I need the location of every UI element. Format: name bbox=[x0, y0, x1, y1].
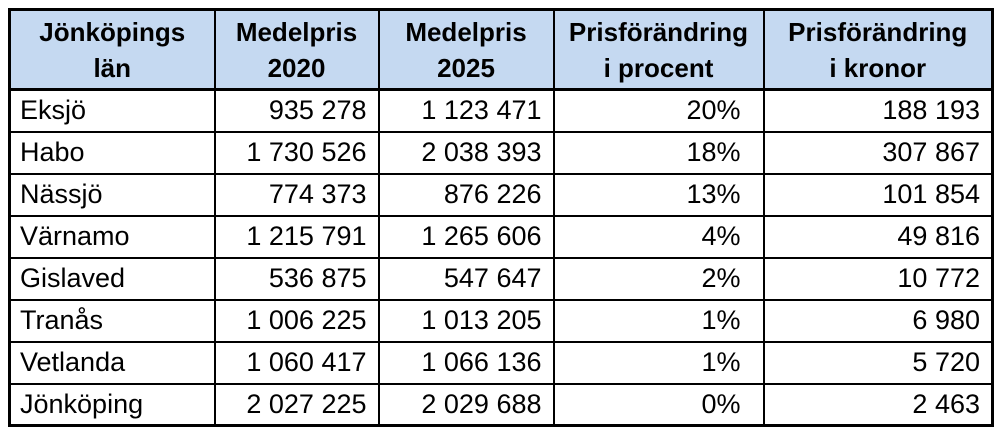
cell-price-2025: 876 226 bbox=[377, 172, 555, 217]
header-change-kronor: Prisförändring i kronor bbox=[762, 8, 994, 91]
cell-municipality: Vetlanda bbox=[8, 340, 216, 385]
header-change-kronor-line1: Prisförändring bbox=[788, 16, 968, 47]
cell-price-2025: 547 647 bbox=[377, 256, 555, 301]
header-change-percent: Prisförändring i procent bbox=[552, 8, 765, 91]
cell-municipality: Nässjö bbox=[8, 172, 216, 217]
table-row: Eksjö 935 278 1 123 471 20% 188 193 bbox=[8, 88, 994, 133]
header-region-line2: län bbox=[93, 52, 132, 83]
header-price-2025-line1: Medelpris bbox=[405, 16, 527, 47]
header-price-2025: Medelpris 2025 bbox=[377, 8, 555, 91]
cell-price-2025: 2 029 688 bbox=[377, 382, 555, 427]
cell-change-kronor: 5 720 bbox=[762, 340, 994, 385]
price-table-container: Jönköpings län Medelpris 2020 Medelpris … bbox=[8, 8, 994, 427]
cell-price-2020: 2 027 225 bbox=[213, 382, 380, 427]
table-row: Värnamo 1 215 791 1 265 606 4% 49 816 bbox=[8, 214, 994, 259]
header-change-kronor-line2: i kronor bbox=[829, 52, 927, 83]
cell-municipality: Gislaved bbox=[8, 256, 216, 301]
cell-change-kronor: 307 867 bbox=[762, 130, 994, 175]
cell-change-percent: 4% bbox=[552, 214, 765, 259]
header-region: Jönköpings län bbox=[8, 8, 216, 91]
table-row: Gislaved 536 875 547 647 2% 10 772 bbox=[8, 256, 994, 301]
cell-change-percent: 2% bbox=[552, 256, 765, 301]
cell-change-percent: 20% bbox=[552, 88, 765, 133]
header-price-2020-line1: Medelpris bbox=[235, 16, 358, 47]
cell-change-percent: 0% bbox=[552, 382, 765, 427]
municipality-price-table: Jönköpings län Medelpris 2020 Medelpris … bbox=[8, 8, 994, 427]
header-price-2025-line2: 2025 bbox=[437, 52, 495, 83]
cell-price-2025: 2 038 393 bbox=[377, 130, 555, 175]
cell-municipality: Tranås bbox=[8, 298, 216, 343]
header-region-line1: Jönköpings bbox=[39, 16, 186, 47]
cell-change-kronor: 49 816 bbox=[762, 214, 994, 259]
cell-change-percent: 1% bbox=[552, 298, 765, 343]
cell-change-kronor: 10 772 bbox=[762, 256, 994, 301]
cell-price-2020: 1 215 791 bbox=[213, 214, 380, 259]
cell-price-2025: 1 066 136 bbox=[377, 340, 555, 385]
cell-change-kronor: 2 463 bbox=[762, 382, 994, 427]
cell-change-kronor: 188 193 bbox=[762, 88, 994, 133]
cell-price-2020: 1 006 225 bbox=[213, 298, 380, 343]
header-price-2020: Medelpris 2020 bbox=[213, 8, 380, 91]
table-row: Nässjö 774 373 876 226 13% 101 854 bbox=[8, 172, 994, 217]
cell-municipality: Habo bbox=[8, 130, 216, 175]
cell-price-2020: 536 875 bbox=[213, 256, 380, 301]
cell-price-2025: 1 013 205 bbox=[377, 298, 555, 343]
table-row: Tranås 1 006 225 1 013 205 1% 6 980 bbox=[8, 298, 994, 343]
cell-price-2020: 935 278 bbox=[213, 88, 380, 133]
table-row: Jönköping 2 027 225 2 029 688 0% 2 463 bbox=[8, 382, 994, 427]
cell-change-percent: 13% bbox=[552, 172, 765, 217]
cell-price-2025: 1 123 471 bbox=[377, 88, 555, 133]
cell-municipality: Jönköping bbox=[8, 382, 216, 427]
cell-municipality: Eksjö bbox=[8, 88, 216, 133]
table-row: Vetlanda 1 060 417 1 066 136 1% 5 720 bbox=[8, 340, 994, 385]
cell-change-kronor: 101 854 bbox=[762, 172, 994, 217]
cell-price-2020: 1 060 417 bbox=[213, 340, 380, 385]
table-row: Habo 1 730 526 2 038 393 18% 307 867 bbox=[8, 130, 994, 175]
header-row: Jönköpings län Medelpris 2020 Medelpris … bbox=[8, 8, 994, 91]
cell-change-percent: 18% bbox=[552, 130, 765, 175]
cell-price-2020: 774 373 bbox=[213, 172, 380, 217]
cell-change-percent: 1% bbox=[552, 340, 765, 385]
cell-price-2020: 1 730 526 bbox=[213, 130, 380, 175]
cell-municipality: Värnamo bbox=[8, 214, 216, 259]
cell-price-2025: 1 265 606 bbox=[377, 214, 555, 259]
header-price-2020-line2: 2020 bbox=[267, 52, 326, 83]
header-change-percent-line2: i procent bbox=[603, 52, 714, 83]
header-change-percent-line1: Prisförändring bbox=[568, 16, 749, 47]
cell-change-kronor: 6 980 bbox=[762, 298, 994, 343]
